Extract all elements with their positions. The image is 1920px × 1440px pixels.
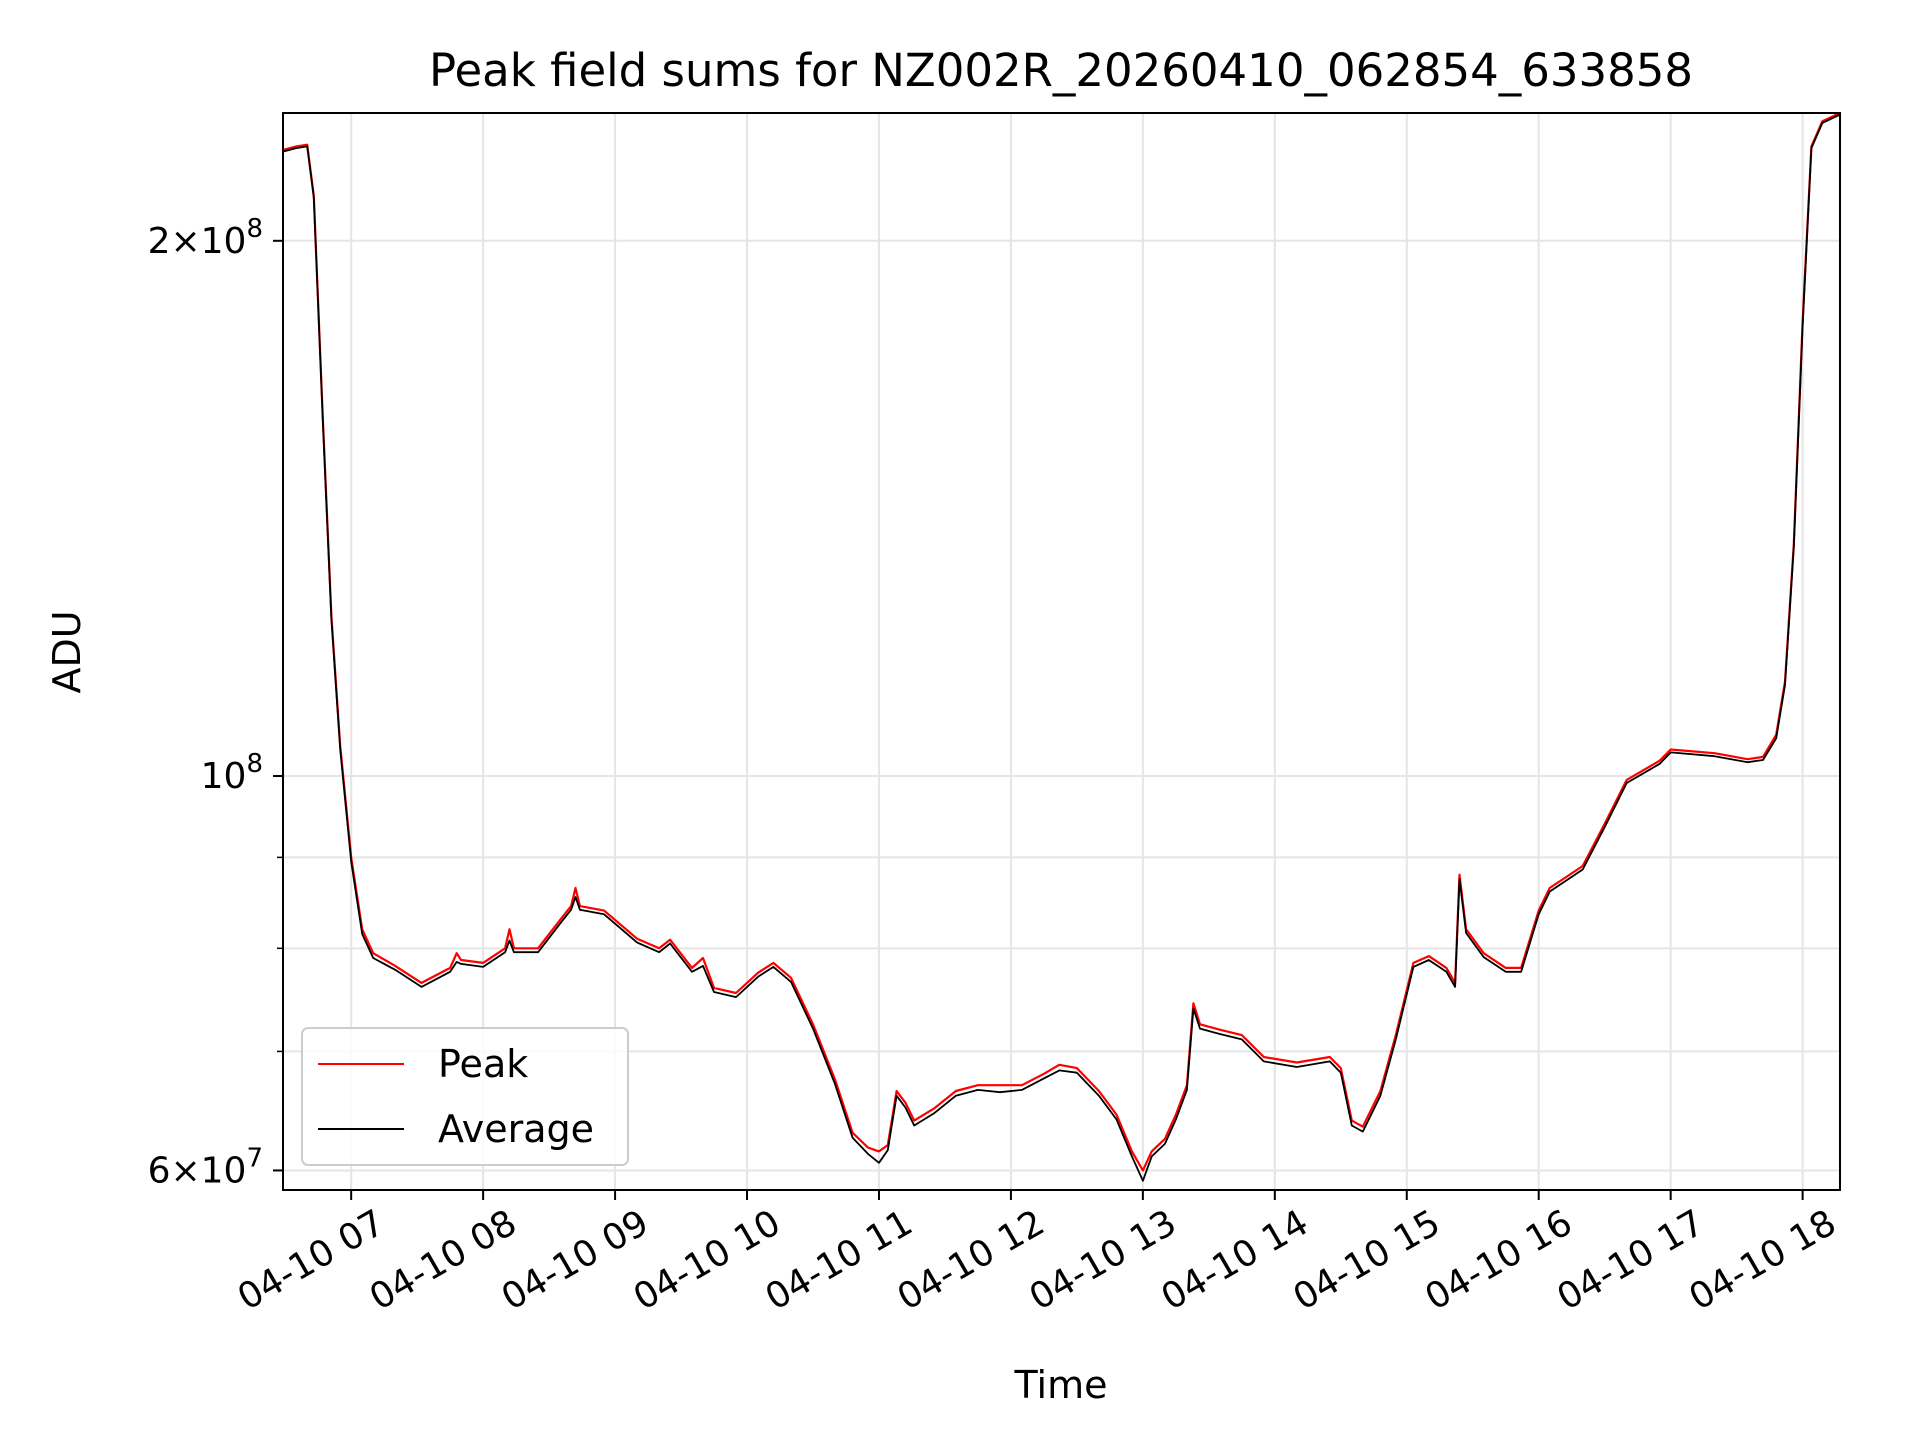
x-tick-label: 04-10 12 [891, 1202, 1052, 1318]
y-tick-label: 108 [201, 749, 263, 797]
x-tick-label: 04-10 18 [1682, 1202, 1843, 1318]
y-tick-label: 2×108 [148, 214, 263, 262]
series-layer [282, 112, 1841, 1182]
plot-area-frame [282, 112, 1841, 1191]
legend-label-average: Average [438, 1107, 594, 1151]
x-tick-label: 04-10 14 [1155, 1202, 1316, 1318]
x-tick-label: 04-10 16 [1419, 1202, 1580, 1318]
grid [283, 113, 1840, 1190]
x-axis-label: Time [1014, 1363, 1108, 1407]
legend: Peak Average [301, 1027, 629, 1166]
series-line-average [282, 113, 1841, 1182]
x-tick-label: 04-10 15 [1287, 1202, 1448, 1318]
y-axis-label: ADU [45, 610, 89, 693]
legend-label-peak: Peak [438, 1042, 528, 1086]
x-tick-label: 04-10 08 [363, 1202, 524, 1318]
x-tick-label: 04-10 17 [1550, 1202, 1711, 1318]
x-tick-label: 04-10 13 [1023, 1202, 1184, 1318]
chart-title: Peak field sums for NZ002R_20260410_0628… [429, 44, 1693, 97]
x-tick-label: 04-10 09 [495, 1202, 656, 1318]
x-tick-label: 04-10 07 [231, 1202, 392, 1318]
legend-box [301, 1027, 629, 1166]
series-line-peak [282, 112, 1841, 1172]
x-tick-label: 04-10 11 [759, 1202, 920, 1318]
y-tick-label: 6×107 [148, 1143, 263, 1191]
x-tick-label: 04-10 10 [627, 1202, 788, 1318]
y-axis: 6×107 108 2×108 [148, 214, 283, 1191]
